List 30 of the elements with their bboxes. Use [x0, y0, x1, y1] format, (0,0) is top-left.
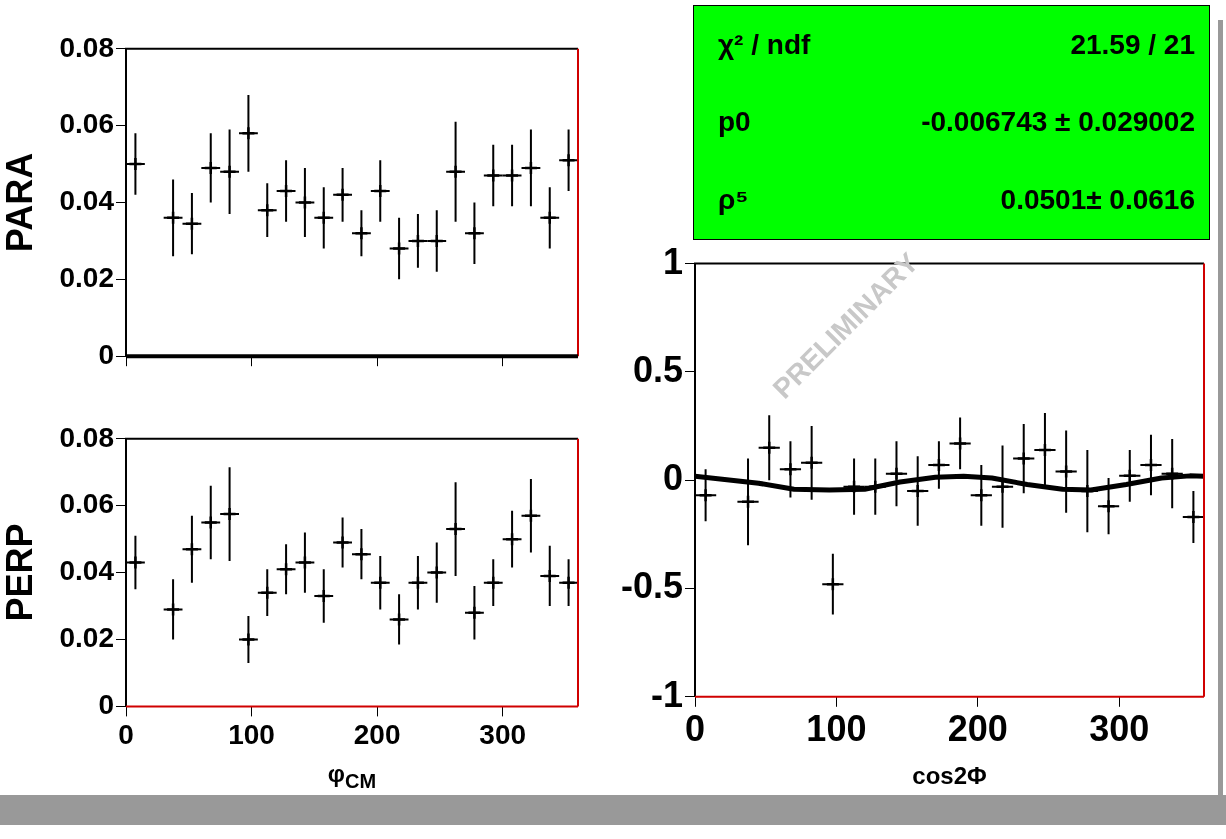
y-tick-label: 0.02: [59, 262, 114, 294]
y-tick-label: 0: [662, 457, 683, 499]
text: ρ⁵: [718, 184, 750, 217]
text: -0.006743 ± 0.029002: [920, 106, 1195, 139]
y-tick-label: 0.02: [59, 622, 114, 654]
x-tick-label: 300: [1089, 708, 1150, 750]
text: 0.0501± 0.0616: [999, 184, 1195, 217]
y-axis-title: PARA: [0, 152, 40, 253]
x-axis-title: φ$_{CM}$: [326, 760, 378, 793]
text: χ² / ndf: [718, 28, 812, 61]
y-tick-label: 1: [662, 240, 683, 282]
y-tick-label: 0.5: [632, 348, 683, 390]
y-tick-label: 0.08: [59, 31, 114, 63]
x-tick-label: 100: [806, 708, 867, 750]
x-tick-label: 100: [228, 718, 275, 750]
y-tick-label: 0.06: [59, 488, 114, 520]
y-tick-label: 0.04: [59, 555, 115, 587]
y-tick-label: 0: [98, 338, 114, 370]
y-axis-title: PERP: [0, 523, 40, 622]
y-tick-label: -0.5: [620, 565, 683, 607]
y-tick-label: 0.04: [59, 185, 115, 217]
text: p0: [718, 106, 752, 139]
text: 21.59 / 21: [1069, 28, 1195, 61]
y-tick-label: 0.06: [59, 108, 114, 140]
x-tick-label: 300: [479, 718, 527, 750]
y-tick-label: 0.08: [59, 421, 114, 453]
x-axis-title: cos2Φ: [911, 762, 988, 790]
x-tick-label: 200: [353, 718, 401, 750]
x-tick-label: 200: [947, 708, 1008, 750]
y-tick-label: -1: [650, 673, 683, 715]
